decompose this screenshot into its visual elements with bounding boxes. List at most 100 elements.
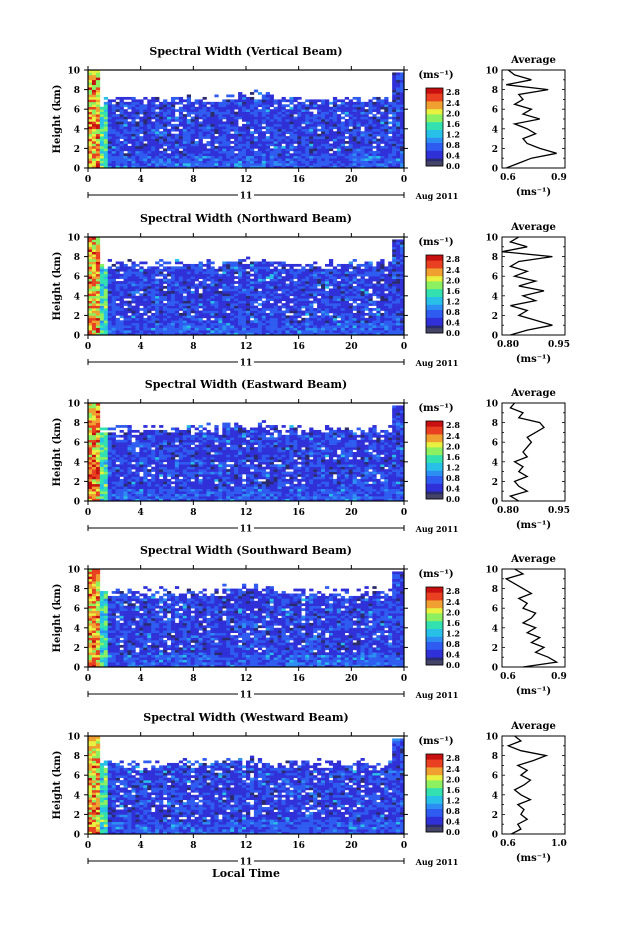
heatmap-cell [111, 491, 116, 494]
heatmap-cell [99, 476, 105, 480]
heatmap-cell [400, 330, 405, 333]
x-tick-label: 8 [190, 342, 196, 352]
heatmap-cell [131, 123, 136, 127]
heatmap-cell [222, 158, 227, 161]
heatmap-cell [143, 136, 148, 139]
heatmap-cell [348, 305, 353, 309]
colorbar-tick-label: 0.0 [446, 161, 460, 171]
heatmap-cell [301, 148, 306, 152]
heatmap-cell [186, 327, 191, 331]
heatmap-cell [218, 131, 223, 134]
heatmap-cell [222, 268, 227, 272]
heatmap-cell [238, 303, 243, 306]
heatmap-cell [249, 273, 255, 277]
heatmap-cell [88, 310, 93, 314]
heatmap-cell [127, 268, 132, 272]
heatmap-cell [396, 150, 401, 154]
heatmap-cell [119, 153, 124, 157]
heatmap-cell [238, 273, 243, 277]
heatmap-cell [380, 290, 385, 294]
heatmap-cell [313, 322, 318, 326]
heatmap-cell [392, 145, 397, 149]
heatmap-cell [364, 116, 369, 120]
heatmap-cell [261, 303, 267, 306]
heatmap-cell [321, 293, 326, 297]
heatmap-cell [99, 278, 105, 282]
heatmap-cell [131, 126, 136, 130]
heatmap-cell [253, 322, 259, 326]
heatmap-cell [163, 310, 168, 314]
heatmap-cell [170, 290, 176, 294]
heatmap-cell [91, 422, 97, 426]
heatmap-cell [115, 123, 120, 127]
heatmap-cell [194, 263, 199, 267]
heatmap-cell [273, 330, 278, 333]
heatmap-cell [277, 281, 282, 284]
heatmap-cell [103, 439, 109, 443]
heatmap-cell [143, 288, 148, 292]
heatmap-cell [88, 158, 93, 161]
heatmap-cell [289, 99, 294, 103]
heatmap-cell [261, 141, 267, 144]
heatmap-cell [325, 165, 330, 169]
heatmap-cell [222, 303, 227, 306]
heatmap-cell [123, 163, 128, 166]
heatmap-cell [297, 131, 302, 134]
heatmap-cell [95, 116, 101, 120]
heatmap-cell [340, 278, 346, 282]
heatmap-cell [332, 271, 338, 275]
heatmap-cell [249, 286, 255, 289]
heatmap-cell [336, 320, 342, 324]
heatmap-cell [277, 312, 282, 316]
heatmap-cell [151, 273, 156, 277]
heatmap-cell [285, 288, 290, 292]
heatmap-cell [388, 288, 393, 292]
heatmap-cell [253, 305, 259, 309]
heatmap-cell [242, 150, 247, 154]
heatmap-cell [135, 106, 140, 110]
heatmap-cell [190, 138, 195, 142]
heatmap-cell [293, 286, 298, 289]
heatmap-cell [111, 449, 116, 453]
heatmap-cell [392, 153, 397, 157]
heatmap-cell [198, 286, 203, 289]
heatmap-cell [301, 271, 306, 275]
heatmap-cell [222, 325, 227, 328]
heatmap-cell [344, 153, 349, 157]
heatmap-cell [277, 165, 282, 169]
heatmap-cell [127, 148, 132, 152]
heatmap-cell [325, 106, 330, 110]
heatmap-cell [135, 148, 140, 152]
heatmap-cell [253, 293, 259, 297]
heatmap-cell [356, 266, 361, 270]
heatmap-cell [285, 263, 290, 267]
heatmap-cell [277, 278, 282, 282]
heatmap-cell [242, 298, 247, 301]
heatmap-cell [95, 82, 101, 85]
heatmap-cell [400, 259, 405, 262]
heatmap-cell [269, 114, 274, 117]
heatmap-cell [91, 320, 97, 324]
heatmap-cell [95, 150, 101, 154]
heatmap-cell [234, 101, 239, 105]
heatmap-cell [111, 143, 116, 147]
heatmap-cell [317, 119, 322, 122]
heatmap-cell [95, 87, 101, 90]
heatmap-cell [218, 106, 223, 110]
x-tick-label: 16 [292, 342, 305, 352]
heatmap-cell [218, 163, 223, 166]
heatmap-cell [396, 143, 401, 147]
heatmap-cell [392, 101, 397, 105]
heatmap-cell [151, 111, 156, 115]
heatmap-cell [325, 332, 330, 336]
heatmap-cell [127, 111, 132, 115]
heatmap-cell [317, 121, 322, 125]
heatmap-cell [372, 315, 377, 319]
heatmap-cell [226, 281, 231, 284]
heatmap-cell [352, 128, 357, 132]
heatmap-cell [206, 303, 211, 306]
heatmap-cell [202, 121, 207, 125]
heatmap-cell [190, 278, 195, 282]
colorbar-segment [426, 268, 443, 271]
heatmap-cell [257, 131, 263, 134]
